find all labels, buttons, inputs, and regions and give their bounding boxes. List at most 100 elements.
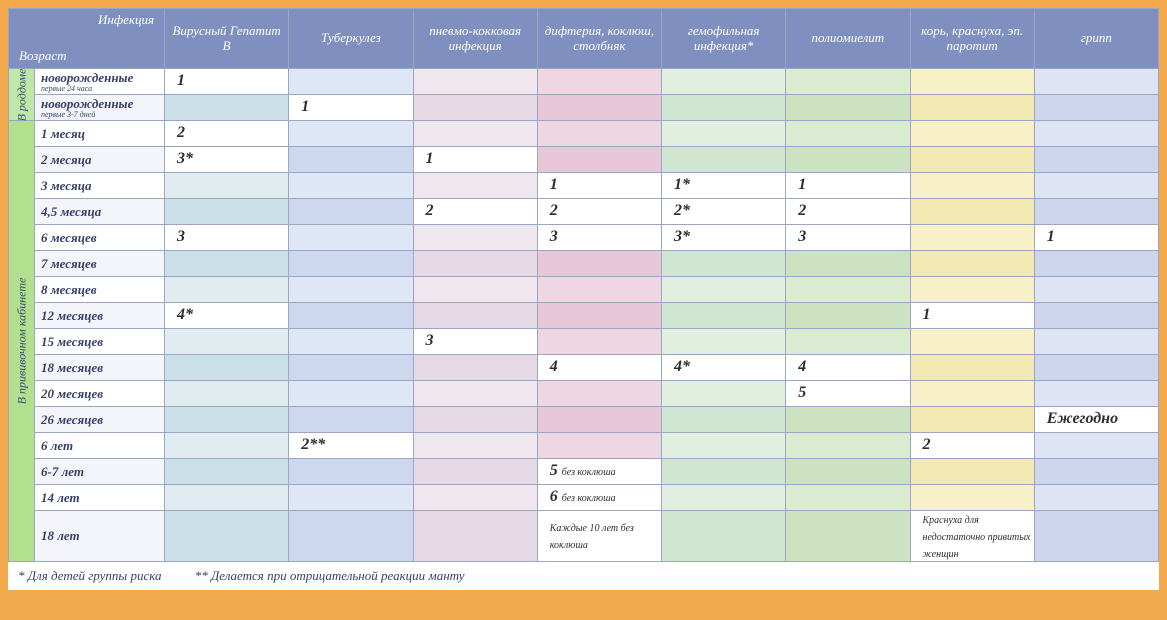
col-header-mmr: корь, краснуха, эп. паротит	[910, 9, 1034, 69]
cell	[165, 173, 289, 199]
cell	[910, 147, 1034, 173]
cell	[786, 95, 910, 121]
cell	[662, 251, 786, 277]
col-header-dtp: дифтерия, коклюш, столбняк	[537, 9, 661, 69]
cell	[786, 433, 910, 459]
table-row: 6 лет2**2	[9, 433, 1159, 459]
cell	[662, 485, 786, 511]
age-cell: 6 лет	[35, 433, 165, 459]
cell	[662, 121, 786, 147]
cell	[537, 95, 661, 121]
cell	[537, 277, 661, 303]
footnotes: * Для детей группы риска ** Делается при…	[8, 562, 1159, 590]
cell: 1	[786, 173, 910, 199]
age-cell: 2 месяца	[35, 147, 165, 173]
age-cell: 6 месяцев	[35, 225, 165, 251]
cell	[1034, 95, 1158, 121]
cell	[537, 303, 661, 329]
cell: 2	[413, 199, 537, 225]
cell	[1034, 121, 1158, 147]
cell	[537, 381, 661, 407]
cell	[786, 121, 910, 147]
cell: 1	[1034, 225, 1158, 251]
cell	[662, 277, 786, 303]
cell	[1034, 147, 1158, 173]
table-row: 6-7 лет5 без коклюша	[9, 459, 1159, 485]
cell	[786, 69, 910, 95]
table-row: 20 месяцев5	[9, 381, 1159, 407]
cell	[165, 251, 289, 277]
cell	[165, 485, 289, 511]
age-cell: 6-7 лет	[35, 459, 165, 485]
age-cell: новорожденныепервые 24 часа	[35, 69, 165, 95]
cell	[910, 407, 1034, 433]
cell: 6 без коклюша	[537, 485, 661, 511]
cell	[786, 329, 910, 355]
cell: 2	[910, 433, 1034, 459]
vaccination-schedule: Инфекция Возраст Вирусный Гепатит B Тубе…	[8, 8, 1159, 590]
cell	[413, 485, 537, 511]
col-header-polio: полиомиелит	[786, 9, 910, 69]
cell	[165, 329, 289, 355]
cell	[165, 95, 289, 121]
cell: 1	[910, 303, 1034, 329]
cell: 4*	[662, 355, 786, 381]
age-cell: 8 месяцев	[35, 277, 165, 303]
cell	[413, 381, 537, 407]
side-label-clinic: В прививочном кабинете	[9, 121, 35, 562]
cell	[165, 433, 289, 459]
cell	[289, 329, 413, 355]
side-label-text: В роддоме	[14, 68, 29, 121]
schedule-table: Инфекция Возраст Вирусный Гепатит B Тубе…	[8, 8, 1159, 562]
cell: 3	[165, 225, 289, 251]
cell	[910, 225, 1034, 251]
table-row: 14 лет 6 без коклюша	[9, 485, 1159, 511]
col-header-pneumo: пневмо-кокковая инфекция	[413, 9, 537, 69]
cell	[289, 147, 413, 173]
cell	[1034, 277, 1158, 303]
age-cell: 14 лет	[35, 485, 165, 511]
age-cell: 26 месяцев	[35, 407, 165, 433]
cell	[910, 329, 1034, 355]
cell	[1034, 511, 1158, 562]
age-cell: 20 месяцев	[35, 381, 165, 407]
cell	[165, 407, 289, 433]
cell: 3	[786, 225, 910, 251]
table-row: 7 месяцев	[9, 251, 1159, 277]
cell	[910, 199, 1034, 225]
cell	[662, 95, 786, 121]
cell	[662, 511, 786, 562]
cell	[1034, 69, 1158, 95]
cell	[413, 433, 537, 459]
age-cell: 7 месяцев	[35, 251, 165, 277]
cell	[1034, 459, 1158, 485]
cell: 1	[537, 173, 661, 199]
cell	[537, 251, 661, 277]
age-cell: 4,5 месяца	[35, 199, 165, 225]
cell	[1034, 329, 1158, 355]
cell	[662, 459, 786, 485]
cell	[786, 277, 910, 303]
table-row: новорожденныепервые 3-7 дней1	[9, 95, 1159, 121]
cell	[537, 121, 661, 147]
table-row: 26 месяцев Ежегодно	[9, 407, 1159, 433]
table-row: 18 летКаждые 10 лет без коклюшаКраснуха …	[9, 511, 1159, 562]
cell: 4	[786, 355, 910, 381]
cell	[786, 407, 910, 433]
cell	[910, 251, 1034, 277]
cell: 4	[537, 355, 661, 381]
cell	[910, 121, 1034, 147]
col-header-tb: Туберкулез	[289, 9, 413, 69]
table-row: 12 месяцев4*1	[9, 303, 1159, 329]
cell	[289, 407, 413, 433]
cell	[786, 147, 910, 173]
cell	[289, 303, 413, 329]
cell	[289, 69, 413, 95]
cell	[662, 69, 786, 95]
cell	[289, 381, 413, 407]
footnote-2: ** Делается при отрицательной реакции ма…	[195, 568, 465, 583]
table-row: 18 месяцев44*4	[9, 355, 1159, 381]
cell: 2	[786, 199, 910, 225]
cell: Ежегодно	[1034, 407, 1158, 433]
cell	[1034, 355, 1158, 381]
